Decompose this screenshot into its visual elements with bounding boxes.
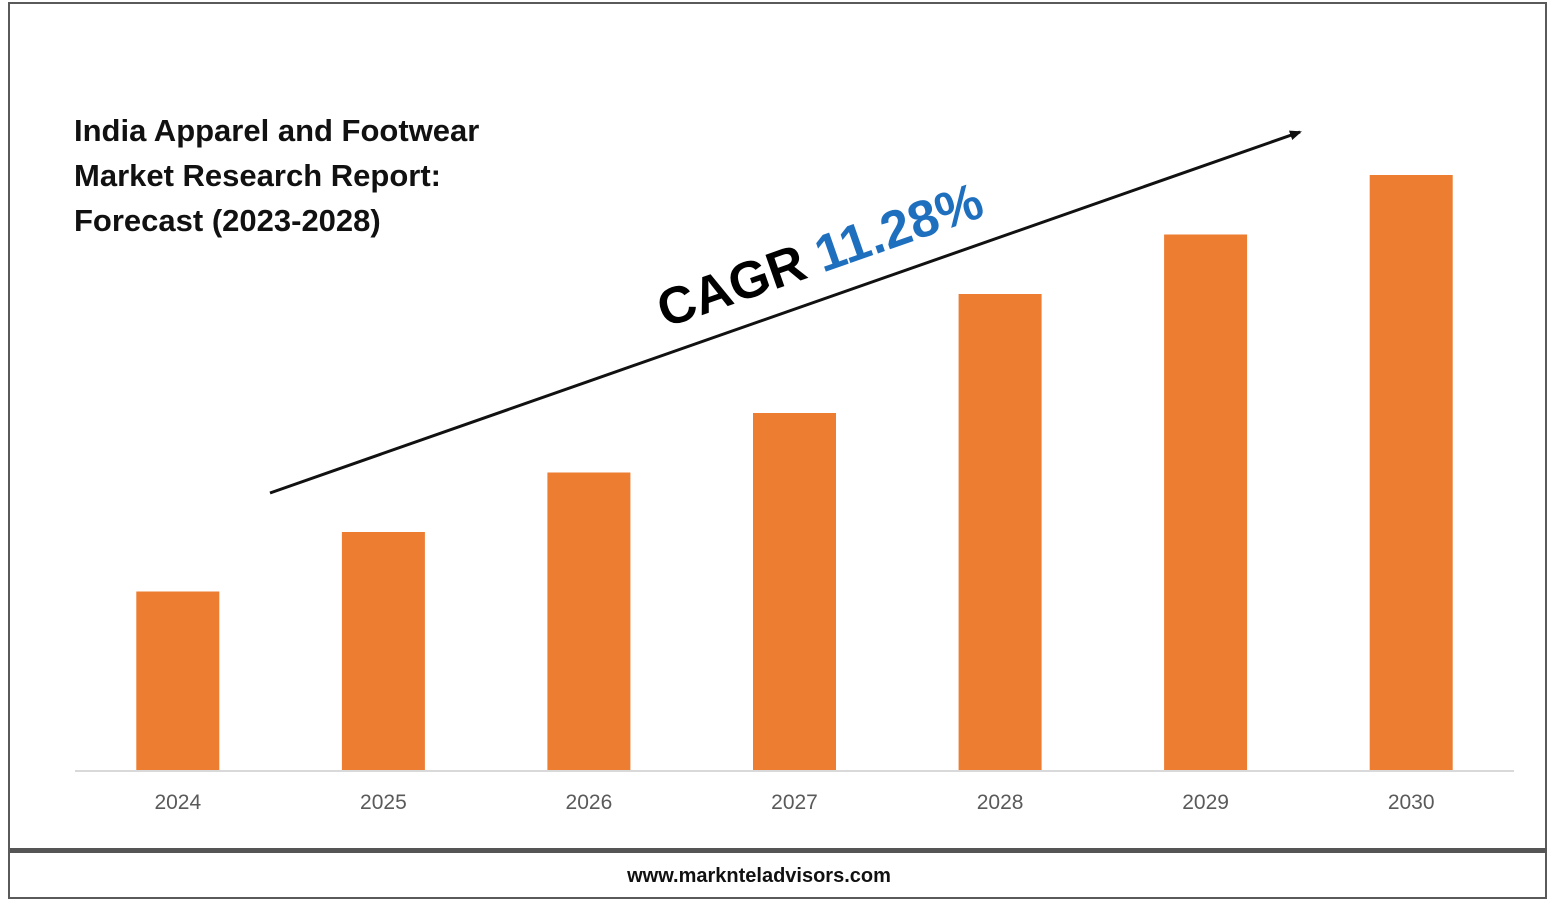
footer-website: www.marknteladvisors.com xyxy=(626,865,891,887)
x-tick-label-2030: 2030 xyxy=(1388,791,1435,814)
bar-2024 xyxy=(136,591,220,770)
bar-2029 xyxy=(1164,234,1248,770)
x-tick-label-2027: 2027 xyxy=(771,791,818,814)
bars-group xyxy=(136,175,1453,770)
bar-2025 xyxy=(341,532,425,770)
chart-title-line-3: Forecast (2023-2028) xyxy=(74,203,381,238)
bar-2026 xyxy=(547,472,631,770)
x-tick-label-2024: 2024 xyxy=(154,791,201,814)
bar-2030 xyxy=(1369,175,1453,770)
x-tick-label-2026: 2026 xyxy=(566,791,613,814)
bar-2028 xyxy=(958,294,1042,770)
x-tick-label-2029: 2029 xyxy=(1182,791,1229,814)
bar-2027 xyxy=(753,413,836,770)
x-tick-labels: 2024 2025 2026 2027 2028 2029 2030 xyxy=(154,791,1434,814)
cagr-prefix: CAGR xyxy=(650,234,814,339)
cagr-value: 11.28% xyxy=(808,172,991,284)
footer-separator xyxy=(10,848,1547,853)
trend-arrow xyxy=(269,130,1302,495)
cagr-annotation: CAGR11.28% xyxy=(650,172,991,339)
chart-title-line-2: Market Research Report: xyxy=(74,158,441,193)
x-tick-label-2028: 2028 xyxy=(977,791,1024,814)
x-tick-label-2025: 2025 xyxy=(360,791,407,814)
chart-title-line-1: India Apparel and Footwear xyxy=(74,113,479,148)
